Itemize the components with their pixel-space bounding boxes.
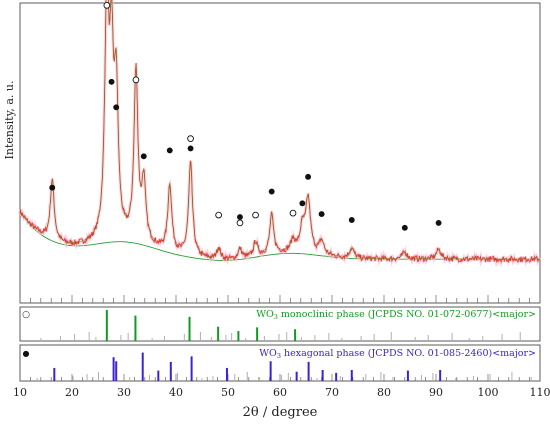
hexagonal-peak-marker	[348, 217, 355, 223]
hexagonal-peak-marker	[237, 214, 243, 220]
measured-halo	[18, 0, 542, 268]
background-curve	[22, 215, 540, 261]
monoclinic-peak-marker	[289, 209, 297, 217]
hexagonal-peak-marker	[299, 200, 306, 207]
x-tick-label: 110	[530, 386, 550, 399]
x-tick-label: 80	[377, 386, 391, 399]
hexagonal-panel-label: WO3 hexagonal phase (JCPDS NO. 01-085-24…	[259, 348, 536, 360]
x-tick-label: 60	[273, 386, 287, 399]
hexagonal-panel-marker: ●	[23, 349, 30, 358]
monoclinic-reflections	[40, 310, 521, 341]
hexagonal-peak-marker	[435, 219, 442, 226]
monoclinic-peak-marker	[187, 135, 194, 142]
x-tick-label: 90	[429, 386, 443, 399]
x-tick-label: 40	[169, 386, 183, 399]
peak-markers	[49, 2, 442, 231]
monoclinic-peak-marker	[132, 76, 140, 84]
fitted-curve	[19, 0, 540, 260]
x-tick-label: 20	[65, 386, 79, 399]
monoclinic-panel-frame	[19, 306, 541, 342]
x-tick-label: 10	[13, 386, 27, 399]
monoclinic-panel-marker: ○	[22, 310, 30, 320]
hexagonal-reflections	[36, 352, 532, 381]
measured-curve	[19, 0, 541, 264]
x-tick-label: 50	[221, 386, 235, 399]
hexagonal-peak-marker	[187, 145, 194, 152]
hexagonal-peak-marker	[268, 188, 275, 195]
monoclinic-peak-marker	[215, 211, 222, 219]
x-tick-label: 30	[117, 386, 131, 399]
hexagonal-peak-marker	[401, 224, 408, 231]
hexagonal-peak-marker	[113, 104, 120, 111]
hexagonal-peak-marker	[108, 78, 115, 85]
monoclinic-peak-marker	[103, 2, 111, 9]
x-tick-label: 70	[325, 386, 339, 399]
monoclinic-peak-marker	[236, 219, 244, 227]
x-tick-label: 100	[478, 386, 499, 399]
monoclinic-panel-label: WO3 monoclinic phase (JCPDS NO. 01-072-0…	[256, 309, 536, 321]
hexagonal-peak-marker	[305, 173, 312, 180]
x-axis-label: 2θ / degree	[243, 405, 318, 420]
y-axis-label: Intensity, a. u.	[3, 81, 16, 160]
background-layer	[22, 215, 540, 261]
x-tick-labels: 10 20 30 40 50 60 70 80 90 100 110	[13, 386, 550, 399]
hexagonal-peak-marker	[318, 211, 325, 218]
monoclinic-peak-marker	[252, 211, 259, 219]
hexagonal-peak-marker	[49, 184, 56, 191]
x-axis-ticks	[19, 295, 541, 381]
curve-layer	[18, 0, 542, 268]
hexagonal-peak-marker	[140, 153, 147, 160]
hexagonal-peak-marker	[166, 147, 173, 154]
